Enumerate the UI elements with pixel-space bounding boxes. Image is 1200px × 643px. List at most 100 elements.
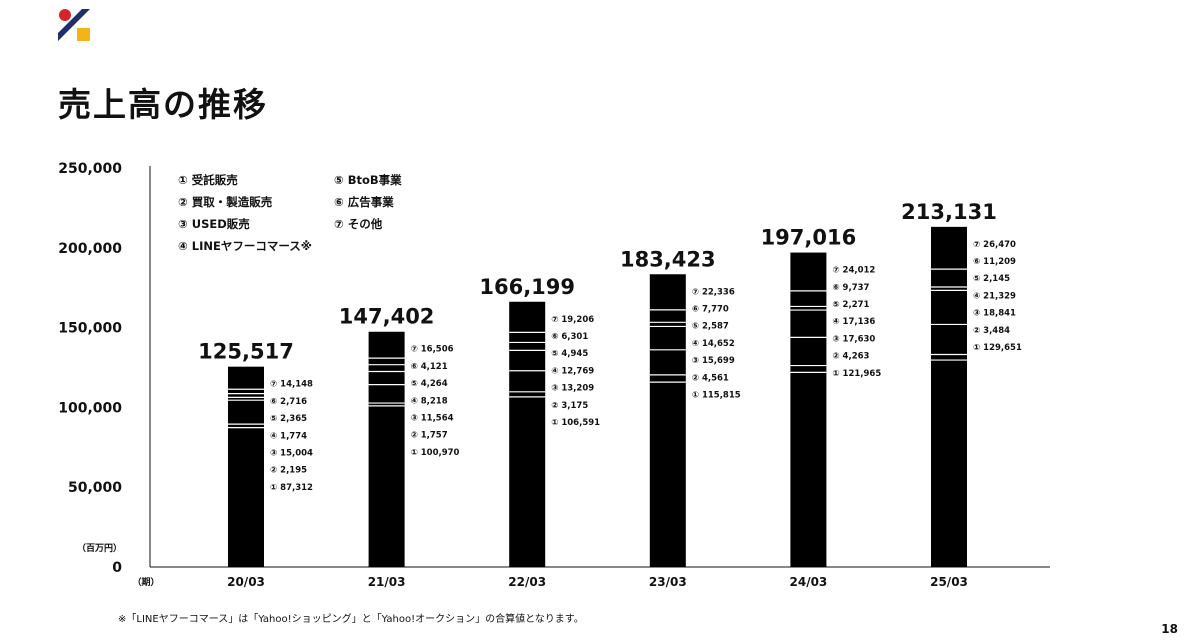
segment-value-label: ⑦ 24,012 bbox=[832, 266, 875, 276]
bar-total-label: 183,423 bbox=[620, 247, 716, 271]
company-logo bbox=[58, 8, 92, 42]
bar-segment bbox=[368, 364, 405, 372]
bar-segment bbox=[790, 310, 827, 338]
segment-value-label: ⑦ 22,336 bbox=[692, 287, 735, 297]
segment-value-label: ④ 8,218 bbox=[411, 396, 448, 406]
y-tick-label: 200,000 bbox=[58, 241, 122, 257]
bar-segment bbox=[228, 397, 264, 401]
bar-segment bbox=[509, 301, 546, 333]
bar-segment bbox=[509, 350, 546, 371]
bar-segment bbox=[509, 342, 546, 351]
segment-value-label: ④ 1,774 bbox=[270, 431, 307, 441]
bar-segment bbox=[509, 370, 546, 392]
segment-value-label: ⑤ 2,145 bbox=[973, 274, 1010, 284]
bar-segment bbox=[368, 384, 405, 404]
bar-segment bbox=[790, 290, 827, 307]
x-tick-label: 20/03 bbox=[227, 575, 265, 589]
segment-value-label: ③ 17,630 bbox=[832, 334, 875, 344]
bar-segment bbox=[368, 331, 405, 359]
footnote: ※「LINEヤフーコマース」は「Yahoo!ショッピング」と「Yahoo!オーク… bbox=[118, 614, 584, 625]
bar-total-label: 147,402 bbox=[339, 305, 435, 329]
segment-value-label: ⑦ 26,470 bbox=[973, 240, 1016, 250]
bar-segment bbox=[931, 226, 967, 270]
legend-item: ⑤ BtoB事業 bbox=[334, 173, 402, 187]
bar-segment bbox=[509, 332, 546, 343]
segment-value-label: ⑥ 7,770 bbox=[692, 304, 729, 314]
segment-value-label: ③ 15,004 bbox=[270, 448, 313, 458]
bar-segment bbox=[228, 366, 264, 390]
segment-value-label: ④ 12,769 bbox=[551, 366, 594, 376]
segment-value-label: ⑥ 6,301 bbox=[551, 332, 588, 342]
segment-value-label: ⑤ 2,365 bbox=[270, 414, 307, 424]
legend-item: ② 買取・製造販売 bbox=[178, 195, 273, 209]
x-tick-label: 22/03 bbox=[508, 575, 546, 589]
segment-value-label: ④ 21,329 bbox=[973, 291, 1016, 301]
y-tick-label: 100,000 bbox=[58, 400, 122, 416]
bar-segment bbox=[368, 403, 405, 406]
bar-segment bbox=[931, 354, 967, 361]
bar-segment bbox=[649, 322, 686, 327]
bar-segment bbox=[228, 393, 264, 398]
segment-value-label: ④ 17,136 bbox=[832, 317, 875, 327]
legend-item: ③ USED販売 bbox=[178, 217, 250, 231]
segment-value-label: ② 1,757 bbox=[411, 431, 448, 441]
bar-segment bbox=[368, 405, 405, 567]
x-tick-label: 24/03 bbox=[790, 575, 828, 589]
y-tick-label: 250,000 bbox=[58, 161, 122, 177]
bar-segment bbox=[931, 286, 967, 291]
segment-value-label: ⑦ 19,206 bbox=[551, 315, 594, 325]
segment-value-label: ④ 14,652 bbox=[692, 339, 735, 349]
y-tick-label: 150,000 bbox=[58, 321, 122, 337]
bar-segment bbox=[649, 274, 686, 310]
bar-segment bbox=[649, 349, 686, 375]
segment-value-label: ⑤ 4,945 bbox=[551, 349, 588, 359]
legend-item: ④ LINEヤフーコマース※ bbox=[178, 239, 312, 253]
page-number: 18 bbox=[1161, 622, 1178, 636]
x-period-label: （期） bbox=[132, 576, 159, 588]
segment-value-label: ① 121,965 bbox=[832, 369, 881, 379]
x-tick-label: 23/03 bbox=[649, 575, 687, 589]
x-tick-label: 21/03 bbox=[368, 575, 406, 589]
bar-segment bbox=[931, 324, 967, 355]
segment-value-label: ① 100,970 bbox=[411, 448, 460, 458]
segment-value-label: ② 3,175 bbox=[551, 401, 588, 411]
segment-value-label: ② 3,484 bbox=[973, 326, 1010, 336]
bar-segment bbox=[790, 365, 827, 373]
bar-segment bbox=[790, 306, 827, 311]
segment-value-label: ① 115,815 bbox=[692, 390, 741, 400]
segment-value-label: ⑤ 4,264 bbox=[411, 379, 448, 389]
bar-total-label: 166,199 bbox=[479, 275, 575, 299]
legend-item: ⑦ その他 bbox=[334, 217, 383, 231]
segment-value-label: ⑦ 14,148 bbox=[270, 380, 313, 390]
bar-segment bbox=[790, 337, 827, 366]
segment-value-label: ⑥ 9,737 bbox=[832, 283, 869, 293]
x-tick-label: 25/03 bbox=[930, 575, 968, 589]
bar-segment bbox=[228, 427, 264, 567]
bar-total-label: 213,131 bbox=[901, 200, 997, 224]
segment-value-label: ② 2,195 bbox=[270, 466, 307, 476]
segment-value-label: ⑦ 16,506 bbox=[411, 345, 454, 355]
segment-value-label: ② 4,561 bbox=[692, 373, 729, 383]
segment-value-label: ② 4,263 bbox=[832, 352, 869, 362]
legend-item: ⑥ 広告事業 bbox=[334, 195, 394, 209]
bar-segment bbox=[649, 309, 686, 323]
bar-segment bbox=[790, 252, 827, 291]
bar-segment bbox=[368, 358, 405, 365]
chart-legend: ① 受託販売 ② 買取・製造販売 ③ USED販売 ④ LINEヤフーコマース※ ⑤ B… bbox=[178, 172, 458, 262]
bar-segment bbox=[228, 389, 264, 394]
y-tick-label: 0 bbox=[112, 560, 122, 576]
segment-value-label: ① 129,651 bbox=[973, 343, 1022, 353]
segment-value-label: ⑥ 4,121 bbox=[411, 362, 448, 372]
segment-value-label: ① 106,591 bbox=[551, 418, 600, 428]
segment-value-label: ③ 11,564 bbox=[411, 414, 454, 424]
bar-segment bbox=[509, 391, 546, 397]
page-title: 売上高の推移 bbox=[58, 85, 268, 124]
bar-segment bbox=[509, 396, 546, 567]
segment-value-label: ③ 15,699 bbox=[692, 356, 735, 366]
segment-value-label: ⑤ 2,587 bbox=[692, 322, 729, 332]
segment-value-label: ⑥ 2,716 bbox=[270, 397, 307, 407]
bar-segment bbox=[931, 269, 967, 287]
bar-segment bbox=[649, 374, 686, 383]
bar-segment bbox=[790, 372, 827, 567]
